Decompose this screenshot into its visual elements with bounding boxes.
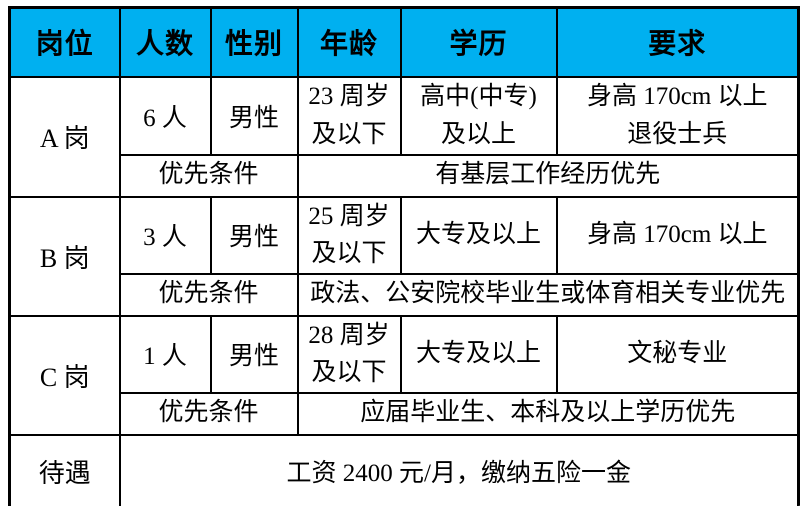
position-b-requirement: 身高 170cm 以上 (555, 195, 800, 275)
treatment-label: 待遇 (8, 433, 121, 506)
position-a-count: 6 人 (118, 75, 212, 156)
position-a-row: A 岗 6 人 男性 23 周岁 及以下 高中(中专) 及以上 身高 170cm… (8, 75, 800, 198)
position-c-age: 28 周岁 及以下 (296, 314, 402, 394)
position-a-requirement: 身高 170cm 以上 退役士兵 (555, 75, 800, 156)
position-a-priority-row: 优先条件 有基层工作经历优先 (10, 153, 800, 198)
position-b-priority-label: 优先条件 (118, 272, 299, 317)
position-c-priority-label: 优先条件 (118, 391, 299, 436)
recruitment-table: 岗位 人数 性别 年龄 学历 要求 A 岗 6 人 男性 23 周岁 及以下 高… (8, 6, 800, 506)
education-line: 及以上 (440, 120, 516, 148)
position-c-priority-text: 应届毕业生、本科及以上学历优先 (296, 391, 800, 436)
position-a-age: 23 周岁 及以下 (296, 75, 402, 156)
requirement-line: 身高 170cm 以上 (586, 83, 768, 110)
education-line: 大专及以上 (415, 221, 541, 249)
position-b-age: 25 周岁 及以下 (296, 195, 402, 275)
age-line: 28 周岁 (308, 321, 390, 349)
position-b-name: B 岗 (8, 195, 121, 317)
header-cell-education: 学历 (399, 6, 558, 78)
position-c-requirement: 文秘专业 (555, 314, 800, 394)
requirement-line: 身高 170cm 以上 (586, 221, 768, 249)
position-c-count: 1 人 (118, 314, 212, 394)
position-c-education: 大专及以上 (399, 314, 558, 394)
requirement-line: 退役士兵 (627, 120, 728, 148)
position-c-row: C 岗 1 人 男性 28 周岁 及以下 大专及以上 文秘专业 (8, 314, 800, 436)
position-b-row: B 岗 3 人 男性 25 周岁 及以下 大专及以上 身高 170cm 以上 (8, 195, 800, 317)
header-cell-position: 岗位 (8, 6, 121, 78)
position-a-priority-text: 有基层工作经历优先 (296, 153, 800, 198)
treatment-row: 待遇 工资 2400 元/月，缴纳五险一金 (8, 433, 800, 506)
position-a-name: A 岗 (8, 75, 121, 198)
age-line: 及以下 (311, 120, 387, 148)
age-line: 及以下 (311, 359, 387, 386)
education-line: 高中(中专) (420, 83, 537, 110)
header-cell-age: 年龄 (296, 6, 402, 78)
header-cell-gender: 性别 (209, 6, 299, 78)
position-c-priority-row: 优先条件 应届毕业生、本科及以上学历优先 (10, 391, 800, 436)
position-b-priority-text: 政法、公安院校毕业生或体育相关专业优先 (296, 272, 800, 317)
header-cell-requirement: 要求 (555, 6, 800, 78)
age-line: 25 周岁 (308, 202, 390, 230)
age-line: 及以下 (311, 240, 387, 267)
header-row: 岗位 人数 性别 年龄 学历 要求 (8, 6, 800, 78)
treatment-text: 工资 2400 元/月，缴纳五险一金 (118, 433, 800, 506)
position-b-count: 3 人 (118, 195, 212, 275)
position-b-gender: 男性 (209, 195, 299, 275)
position-c-name: C 岗 (8, 314, 121, 436)
education-line: 大专及以上 (415, 340, 541, 368)
position-c-gender: 男性 (209, 314, 299, 394)
age-line: 23 周岁 (308, 83, 390, 110)
position-b-priority-row: 优先条件 政法、公安院校毕业生或体育相关专业优先 (10, 272, 800, 317)
position-a-gender: 男性 (209, 75, 299, 156)
position-b-education: 大专及以上 (399, 195, 558, 275)
position-a-education: 高中(中专) 及以上 (399, 75, 558, 156)
requirement-line: 文秘专业 (627, 340, 728, 368)
header-cell-count: 人数 (118, 6, 212, 78)
position-a-priority-label: 优先条件 (118, 153, 299, 198)
